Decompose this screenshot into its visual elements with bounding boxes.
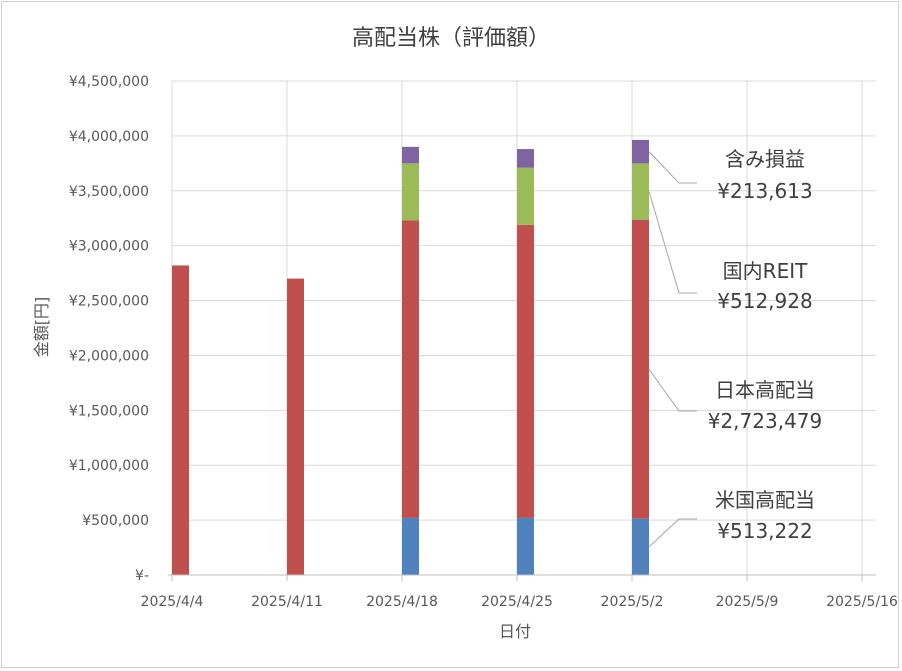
bar-segment: [402, 517, 419, 575]
annotation-value: ¥512,928: [717, 289, 812, 313]
bars: [172, 139, 649, 575]
axes: ¥- ¥500,000 ¥1,000,000 ¥1,500,000 ¥2,000,000…: [69, 74, 898, 610]
y-tick-label: ¥-: [135, 568, 149, 584]
x-tick-label: 2025/5/16: [826, 594, 898, 610]
x-tick-label: 2025/4/25: [481, 594, 553, 610]
annotation-value: ¥513,222: [717, 519, 812, 543]
bar-segment: [517, 149, 534, 168]
bar-segment: [632, 518, 649, 575]
y-tick-label: ¥2,000,000: [69, 348, 149, 364]
bar-segment: [517, 224, 534, 518]
bar-segment: [287, 278, 304, 575]
annotation-leader-line: [648, 191, 697, 294]
x-tick-label: 2025/5/2: [601, 594, 664, 610]
annotation-value: ¥2,723,479: [708, 409, 823, 433]
bar-segment: [632, 139, 649, 164]
y-tick-label: ¥1,000,000: [69, 458, 149, 474]
annotation-series-name: 国内REIT: [723, 259, 808, 283]
x-axis-title: 日付: [499, 622, 531, 641]
bar-segment: [402, 220, 419, 518]
bar-segment: [402, 163, 419, 221]
bar-segment: [172, 265, 189, 575]
y-tick-label: ¥1,500,000: [69, 403, 149, 419]
annotation-leader-line: [648, 151, 697, 184]
bar-segment: [632, 219, 649, 519]
bar-segment: [517, 517, 534, 575]
annotation-series-name: 日本高配当: [715, 378, 815, 402]
x-tick-label: 2025/4/4: [141, 594, 204, 610]
chart-title: 高配当株（評価額）: [352, 26, 550, 51]
y-tick-label: ¥3,000,000: [69, 239, 149, 255]
annotation-leader-line: [648, 368, 697, 412]
annotation-leader-line: [648, 518, 697, 548]
annotations: 含み損益 ¥213,613 国内REIT ¥512,928 日本高配当 ¥2,723,47…: [648, 147, 823, 548]
annotation-value: ¥213,613: [717, 179, 812, 203]
x-tick-label: 2025/4/18: [366, 594, 438, 610]
y-tick-label: ¥4,000,000: [69, 129, 149, 145]
y-tick-label: ¥500,000: [82, 513, 149, 529]
y-tick-label: ¥3,500,000: [69, 184, 149, 200]
annotation-series-name: 含み損益: [725, 147, 805, 171]
x-tick-label: 2025/4/11: [251, 594, 323, 610]
x-tick-label: 2025/5/9: [716, 594, 779, 610]
bar-segment: [632, 163, 649, 220]
y-axis-title: 金額[円]: [32, 297, 51, 358]
bar-segment: [517, 167, 534, 225]
annotation-series-name: 米国高配当: [715, 488, 815, 512]
bar-segment: [402, 146, 419, 164]
y-tick-label: ¥4,500,000: [69, 74, 149, 90]
y-tick-label: ¥2,500,000: [69, 294, 149, 310]
